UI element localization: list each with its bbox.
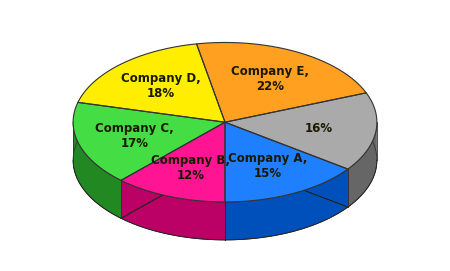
Polygon shape (225, 122, 348, 207)
Polygon shape (225, 169, 348, 240)
Polygon shape (78, 44, 225, 122)
Polygon shape (225, 93, 377, 169)
Text: Company B,
12%: Company B, 12% (151, 154, 230, 182)
Text: Company C,
17%: Company C, 17% (95, 122, 174, 150)
Polygon shape (121, 122, 225, 202)
Text: Company D,
18%: Company D, 18% (121, 72, 200, 100)
Text: Company E,
22%: Company E, 22% (231, 65, 309, 93)
Polygon shape (225, 122, 348, 202)
Polygon shape (121, 122, 225, 218)
Polygon shape (197, 43, 366, 122)
Polygon shape (73, 122, 121, 218)
Polygon shape (225, 122, 348, 207)
Text: 16%: 16% (304, 122, 333, 135)
Polygon shape (121, 180, 225, 240)
Polygon shape (121, 122, 225, 218)
Polygon shape (73, 102, 225, 180)
Text: Company A,
15%: Company A, 15% (228, 152, 307, 180)
Polygon shape (348, 122, 377, 207)
